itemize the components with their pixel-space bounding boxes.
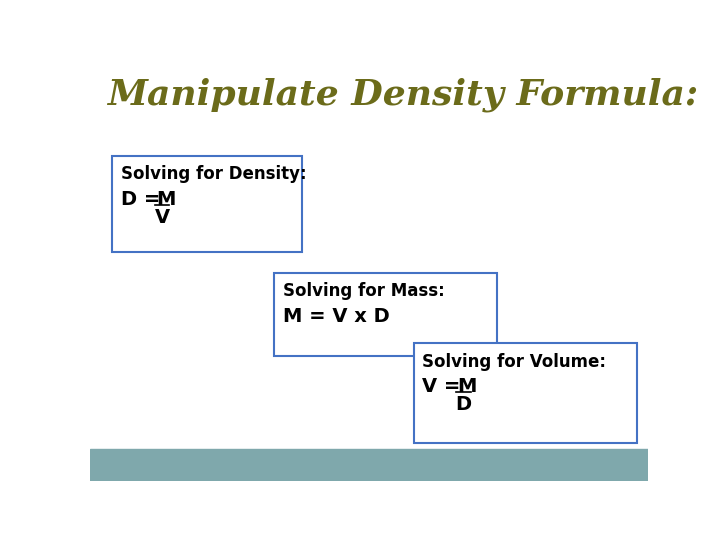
Text: Solving for Mass:: Solving for Mass: [282,282,444,300]
Text: V =: V = [422,377,467,396]
Bar [274,273,498,356]
Bar [413,343,637,443]
Text: M = V x D: M = V x D [282,307,390,326]
Text: Solving for Density:: Solving for Density: [121,165,306,184]
Bar [90,449,648,481]
Text: D: D [455,395,472,414]
Bar [112,156,302,252]
Text: M: M [156,191,175,210]
Text: D =: D = [121,191,167,210]
Text: Manipulate Density Formula:: Manipulate Density Formula: [107,77,698,112]
Text: M: M [457,377,477,396]
Text: V: V [154,208,169,227]
Text: Solving for Volume:: Solving for Volume: [422,353,606,370]
